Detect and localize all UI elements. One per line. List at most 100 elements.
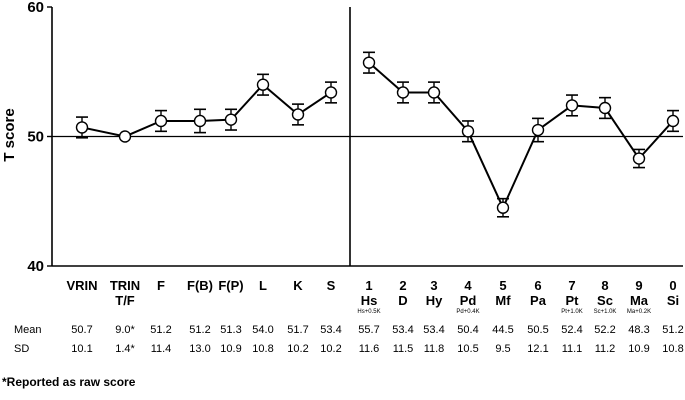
category-formula: Hs+0.5K bbox=[357, 309, 380, 315]
mean-value: 55.7 bbox=[358, 324, 379, 336]
sd-value: 11.6 bbox=[359, 343, 380, 355]
category-label: 7 bbox=[568, 278, 575, 293]
data-point bbox=[496, 201, 510, 214]
category-formula: Ma+0.2K bbox=[627, 309, 651, 315]
axes bbox=[51, 7, 683, 267]
data-point bbox=[666, 114, 680, 128]
sd-value: 10.2 bbox=[320, 343, 341, 355]
category-sublabel: Pt bbox=[566, 293, 580, 308]
mean-value: 53.4 bbox=[392, 324, 413, 336]
mean-value: 51.2 bbox=[662, 324, 683, 336]
row-label-mean: Mean bbox=[14, 324, 42, 336]
sd-value: 11.4 bbox=[151, 343, 172, 355]
category-label: TRIN bbox=[110, 278, 140, 293]
sd-value: 1.4* bbox=[115, 343, 135, 355]
row-label-sd: SD bbox=[14, 343, 29, 355]
sd-value: 11.5 bbox=[393, 343, 414, 355]
y-tick-label: 40 bbox=[27, 258, 44, 275]
footnote: *Reported as raw score bbox=[2, 375, 136, 389]
category-label: K bbox=[293, 278, 303, 293]
sd-value: 13.0 bbox=[189, 343, 210, 355]
category-label: 8 bbox=[601, 278, 608, 293]
data-marks bbox=[75, 51, 680, 218]
category-label: F bbox=[157, 278, 165, 293]
data-point bbox=[396, 86, 410, 99]
y-tick-label: 60 bbox=[27, 0, 44, 16]
mean-value: 51.7 bbox=[287, 324, 308, 336]
category-label: 1 bbox=[365, 278, 372, 293]
category-label: 4 bbox=[464, 278, 472, 293]
data-point bbox=[531, 123, 545, 137]
y-tick-label: 50 bbox=[27, 129, 44, 146]
category-label: 0 bbox=[669, 278, 676, 293]
y-axis-label: T score bbox=[1, 108, 18, 161]
sd-value: 10.8 bbox=[662, 343, 683, 355]
data-point bbox=[324, 86, 338, 99]
sd-value: 11.1 bbox=[562, 343, 583, 355]
mean-value: 48.3 bbox=[628, 324, 649, 336]
category-label: L bbox=[259, 278, 267, 293]
category-label: 6 bbox=[534, 278, 541, 293]
category-label: 2 bbox=[399, 278, 406, 293]
category-label: 9 bbox=[635, 278, 642, 293]
data-point bbox=[193, 114, 207, 128]
data-point bbox=[565, 99, 579, 112]
category-label: F(B) bbox=[187, 278, 213, 293]
series-line bbox=[81, 83, 332, 138]
category-formula: Pt+1.0K bbox=[561, 309, 583, 315]
sd-value: 10.9 bbox=[628, 343, 649, 355]
data-point bbox=[632, 152, 646, 165]
category-label: 3 bbox=[430, 278, 437, 293]
data-point bbox=[461, 125, 475, 138]
sd-value: 9.5 bbox=[495, 343, 510, 355]
data-point bbox=[118, 130, 132, 143]
sd-value: 11.8 bbox=[424, 343, 445, 355]
data-point bbox=[291, 108, 305, 121]
y-ticks: 40 50 60 bbox=[27, 0, 52, 275]
mean-value: 53.4 bbox=[423, 324, 444, 336]
category-sublabel: Hy bbox=[426, 293, 443, 308]
category-sublabel: T/F bbox=[115, 293, 135, 308]
sd-value: 12.1 bbox=[527, 343, 548, 355]
data-point bbox=[598, 101, 612, 115]
category-label: F(P) bbox=[218, 278, 243, 293]
mean-value: 52.2 bbox=[594, 324, 615, 336]
mean-value: 50.7 bbox=[71, 324, 92, 336]
sd-value: 10.1 bbox=[71, 343, 92, 355]
mean-value: 44.5 bbox=[492, 324, 513, 336]
sd-value: 10.8 bbox=[252, 343, 273, 355]
category-label: S bbox=[327, 278, 336, 293]
sd-value: 10.2 bbox=[287, 343, 308, 355]
category-sublabel: Sc bbox=[597, 293, 613, 308]
category-formula: Pd+0.4K bbox=[456, 309, 479, 315]
data-point bbox=[224, 113, 238, 126]
mean-value: 51.2 bbox=[150, 324, 171, 336]
data-point bbox=[75, 121, 89, 134]
category-sublabel: Pa bbox=[530, 293, 547, 308]
sd-value: 10.5 bbox=[457, 343, 478, 355]
mean-value: 51.2 bbox=[189, 324, 210, 336]
category-sublabel: Pd bbox=[460, 293, 477, 308]
mean-value: 54.0 bbox=[252, 324, 273, 336]
sd-value: 11.2 bbox=[595, 343, 616, 355]
mean-value: 53.4 bbox=[320, 324, 341, 336]
data-point bbox=[256, 78, 270, 91]
category-sublabel: Hs bbox=[361, 293, 378, 308]
data-point bbox=[427, 86, 441, 99]
mean-value: 9.0* bbox=[115, 324, 135, 336]
mean-value: 50.4 bbox=[457, 324, 478, 336]
mean-value: 52.4 bbox=[561, 324, 582, 336]
category-sublabel: Ma bbox=[630, 293, 649, 308]
category-label: 5 bbox=[499, 278, 506, 293]
sd-value: 10.9 bbox=[220, 343, 241, 355]
category-formula: Sc+1.0K bbox=[594, 309, 617, 315]
data-point bbox=[154, 114, 168, 128]
data-point bbox=[362, 56, 376, 69]
mean-value: 51.3 bbox=[220, 324, 241, 336]
category-sublabel: Si bbox=[667, 293, 679, 308]
category-sublabel: D bbox=[398, 293, 407, 308]
summary-table: Mean SD 50.7 10.1 9.0* 1.4* 51.2 11.4 51.2 13.0… bbox=[14, 324, 684, 355]
category-sublabel: Mf bbox=[495, 293, 511, 308]
